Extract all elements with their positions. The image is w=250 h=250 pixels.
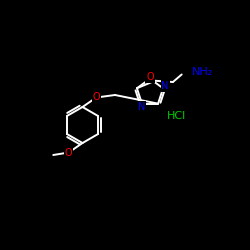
Text: HCl: HCl — [166, 111, 186, 121]
Text: N: N — [162, 81, 169, 91]
Text: O: O — [65, 148, 72, 158]
Text: O: O — [92, 92, 100, 102]
Text: NH₂: NH₂ — [192, 66, 214, 76]
Text: N: N — [138, 102, 145, 112]
Text: O: O — [146, 72, 154, 83]
